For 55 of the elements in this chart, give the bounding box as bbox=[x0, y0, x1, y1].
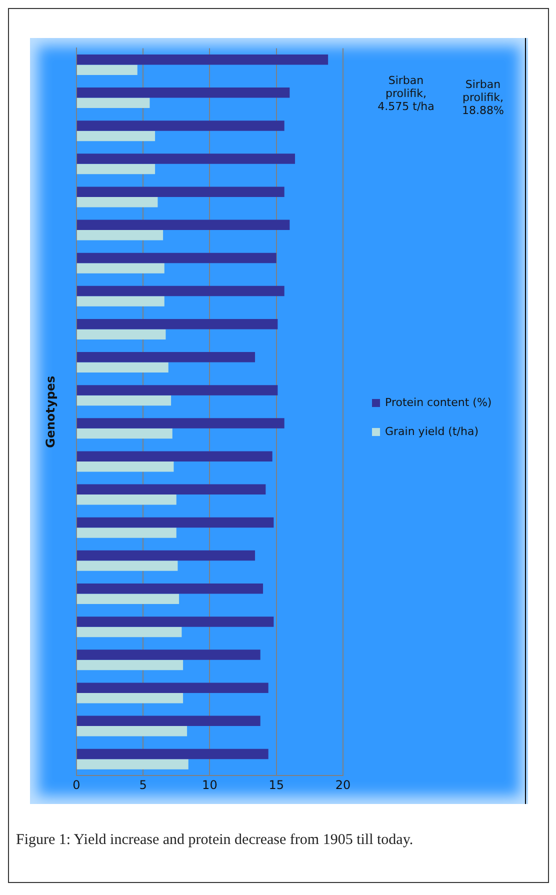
bar bbox=[76, 682, 268, 693]
x-tick-label: 0 bbox=[72, 778, 80, 792]
bar bbox=[76, 230, 164, 240]
bar bbox=[76, 196, 158, 208]
bar bbox=[76, 154, 296, 164]
bar bbox=[76, 428, 172, 439]
bar bbox=[76, 395, 172, 406]
bar bbox=[76, 451, 272, 462]
bar bbox=[76, 461, 174, 472]
bar bbox=[76, 517, 274, 528]
bar bbox=[76, 286, 284, 296]
bar bbox=[76, 584, 264, 594]
bar bbox=[76, 716, 260, 726]
text: Sirban prolifik, 4.575 t/ha bbox=[376, 74, 436, 113]
bar bbox=[76, 692, 184, 704]
text: Sirban prolifik, 18.88% bbox=[461, 78, 505, 117]
bar bbox=[76, 130, 156, 142]
bar bbox=[76, 759, 188, 770]
bar bbox=[76, 120, 284, 131]
bar bbox=[76, 98, 150, 108]
bar bbox=[76, 329, 166, 340]
bar bbox=[76, 318, 278, 330]
bar bbox=[76, 418, 284, 428]
bar bbox=[76, 616, 274, 627]
bar bbox=[76, 494, 176, 505]
bar bbox=[76, 726, 188, 736]
bar bbox=[76, 296, 164, 306]
legend-label: Grain yield (t/ha) bbox=[385, 425, 478, 438]
x-tick-label: 20 bbox=[335, 778, 351, 792]
bar bbox=[76, 362, 168, 373]
bar bbox=[76, 550, 256, 561]
bar bbox=[76, 352, 256, 362]
bar bbox=[76, 186, 284, 197]
bar bbox=[76, 54, 328, 65]
bar bbox=[76, 650, 260, 660]
bar bbox=[76, 164, 156, 174]
bar bbox=[76, 594, 180, 604]
bar bbox=[76, 660, 184, 670]
caption: Figure 1: Yield increase and protein decrease from 1905 till today. bbox=[16, 832, 414, 849]
bar bbox=[76, 528, 176, 538]
bar bbox=[76, 263, 164, 274]
bar bbox=[76, 385, 278, 396]
bar bbox=[76, 88, 290, 98]
x-tick-label: 10 bbox=[202, 778, 218, 792]
bar bbox=[76, 64, 138, 75]
bar bbox=[76, 220, 290, 230]
x-tick-label: 5 bbox=[139, 778, 147, 792]
bar bbox=[76, 252, 276, 264]
y-axis-title: Genotypes bbox=[43, 376, 58, 448]
bar bbox=[76, 484, 266, 495]
bar bbox=[76, 748, 268, 760]
legend-label: Protein content (%) bbox=[385, 396, 492, 409]
bar bbox=[76, 560, 178, 571]
bar bbox=[76, 626, 182, 638]
x-tick-label: 15 bbox=[268, 778, 284, 792]
